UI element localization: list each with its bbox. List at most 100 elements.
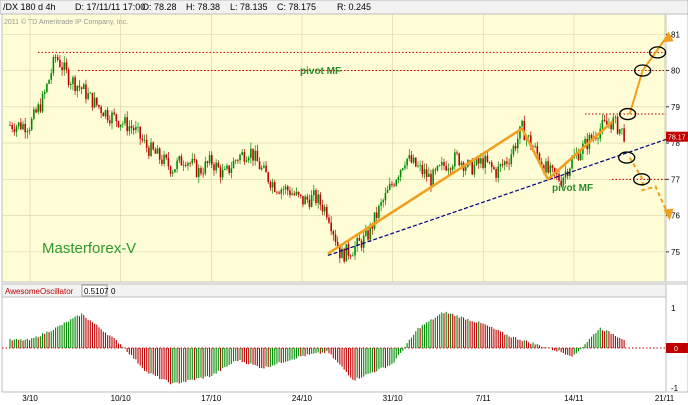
candle-up (373, 212, 376, 231)
date-tick-label: 10/10 (111, 394, 132, 403)
candle-body (254, 150, 257, 161)
candle-body (9, 124, 11, 126)
date-tick-label: 7/11 (476, 394, 492, 403)
candle-up (317, 189, 319, 209)
oscillator-current-tag (666, 343, 688, 353)
candle-down (180, 153, 183, 166)
candle-up (30, 116, 33, 132)
target-circle (619, 107, 637, 121)
header-high: H: 78.38 (186, 2, 220, 12)
candle-body (182, 165, 185, 166)
candle-body (313, 190, 315, 196)
candle-body (536, 146, 539, 154)
candle-down (425, 163, 428, 182)
candle-down (339, 246, 341, 264)
candle-body (499, 164, 502, 167)
candle-body (449, 168, 452, 170)
candle-down (299, 194, 302, 199)
candle-body (150, 142, 152, 156)
candle-body (113, 112, 115, 115)
candle-body (130, 126, 133, 129)
price-axis (665, 13, 688, 283)
candle-body (239, 154, 241, 161)
candle-up (395, 178, 398, 187)
candle-up (310, 190, 313, 208)
candle-down (334, 229, 337, 247)
candle-body (321, 204, 324, 212)
candle-up (562, 176, 565, 188)
candle-body (191, 158, 194, 163)
candle-body (349, 255, 352, 257)
candle-body (104, 110, 107, 117)
candle-down (536, 141, 539, 157)
candle-down (414, 157, 417, 168)
date-tick-label: 21/11 (655, 394, 675, 403)
candle-body (59, 59, 61, 68)
candle-up (388, 177, 391, 191)
candle-up (597, 136, 599, 145)
candle-body (497, 166, 500, 178)
candle-up (104, 109, 107, 119)
candle-down (100, 104, 102, 119)
candle-body (306, 196, 309, 200)
candle-up (124, 113, 126, 127)
candle-up (69, 81, 72, 90)
candle-body (614, 116, 617, 118)
candle-body (386, 189, 389, 193)
candle-up (352, 252, 354, 257)
last-price-tag (666, 131, 688, 142)
candle-body (56, 57, 59, 60)
candle-down (360, 238, 363, 252)
candle-up (399, 169, 402, 182)
candle-body (527, 135, 530, 137)
candle-body (473, 164, 476, 175)
candle-body (514, 145, 517, 149)
candle-down (9, 121, 11, 126)
candle-body (428, 173, 430, 177)
candle-down (165, 153, 168, 161)
candle-body (217, 162, 220, 168)
candle-up (41, 90, 44, 113)
candle-down (141, 134, 144, 143)
candle-body (410, 155, 413, 163)
candle-down (85, 79, 87, 104)
candle-down (508, 158, 510, 171)
candle-down (336, 236, 339, 248)
candle-up (386, 185, 389, 194)
candle-body (414, 157, 417, 167)
candle-body (230, 168, 233, 173)
candle-body (610, 124, 612, 130)
candle-up (284, 184, 287, 195)
candle-down (410, 151, 413, 164)
candle-up (447, 163, 450, 175)
oscillator-value: 0.5107 (84, 287, 109, 296)
candle-body (482, 158, 484, 168)
candle-body (286, 186, 289, 191)
candle-body (76, 85, 79, 92)
candle-body (280, 189, 283, 194)
candle-up (516, 132, 519, 154)
candle-up (63, 56, 66, 76)
candle-down (189, 161, 191, 168)
candle-body (477, 158, 480, 164)
candle-up (15, 124, 18, 137)
candle-body (577, 152, 580, 161)
header-open: O: 78.28 (142, 2, 177, 12)
candle-up (401, 167, 404, 171)
candle-body (299, 194, 302, 196)
candle-body (378, 205, 380, 218)
projection-up-line (628, 33, 670, 115)
candle-up (438, 164, 441, 167)
candle-down (117, 120, 120, 129)
candle-up (239, 153, 241, 165)
candle-body (540, 162, 543, 166)
candle-up (150, 138, 152, 157)
candle-body (308, 199, 311, 207)
candle-body (551, 165, 554, 168)
candle-body (490, 162, 493, 168)
oscillator-current-label: 0 (674, 346, 678, 353)
candle-body (323, 206, 326, 212)
candle-up (43, 89, 46, 100)
candle-body (319, 194, 322, 205)
candle-body (447, 168, 450, 171)
